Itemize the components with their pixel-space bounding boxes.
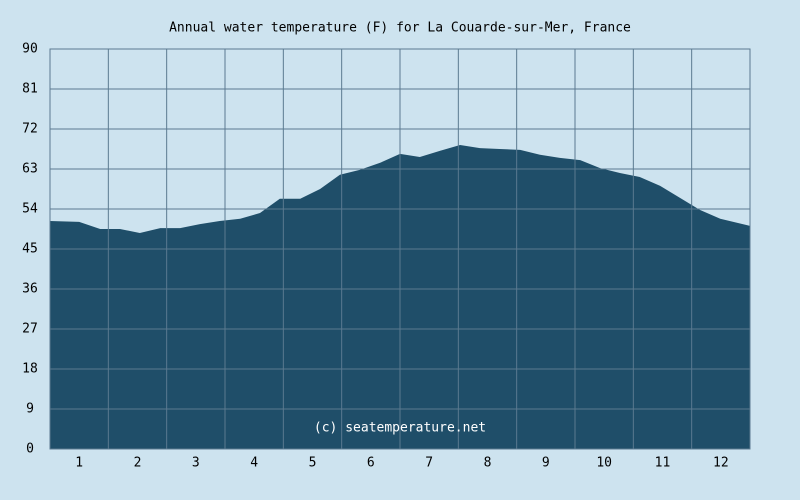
x-tick-label: 3 [192, 456, 200, 471]
y-tick-label: 90 [22, 42, 38, 57]
y-tick-label: 36 [22, 282, 38, 297]
y-tick-label: 0 [26, 442, 34, 457]
x-tick-label: 12 [713, 456, 729, 471]
x-tick-label: 6 [367, 456, 375, 471]
chart-title: Annual water temperature (F) for La Coua… [169, 21, 631, 36]
annotation: (c) seatemperature.net [314, 421, 486, 436]
y-tick-label: 72 [22, 122, 38, 137]
x-tick-label: 7 [425, 456, 433, 471]
x-tick-label: 9 [542, 456, 550, 471]
y-tick-label: 9 [26, 402, 34, 417]
x-tick-label: 2 [134, 456, 142, 471]
x-tick-label: 4 [250, 456, 258, 471]
x-tick-label: 1 [75, 456, 83, 471]
y-tick-label: 54 [22, 202, 38, 217]
y-tick-label: 45 [22, 242, 38, 257]
y-tick-label: 18 [22, 362, 38, 377]
x-tick-label: 5 [309, 456, 317, 471]
y-tick-label: 27 [22, 322, 38, 337]
y-tick-label: 81 [22, 82, 38, 97]
x-tick-label: 11 [655, 456, 671, 471]
x-tick-label: 8 [484, 456, 492, 471]
y-tick-label: 63 [22, 162, 38, 177]
x-tick-label: 10 [596, 456, 612, 471]
plot-frame [49, 48, 751, 450]
